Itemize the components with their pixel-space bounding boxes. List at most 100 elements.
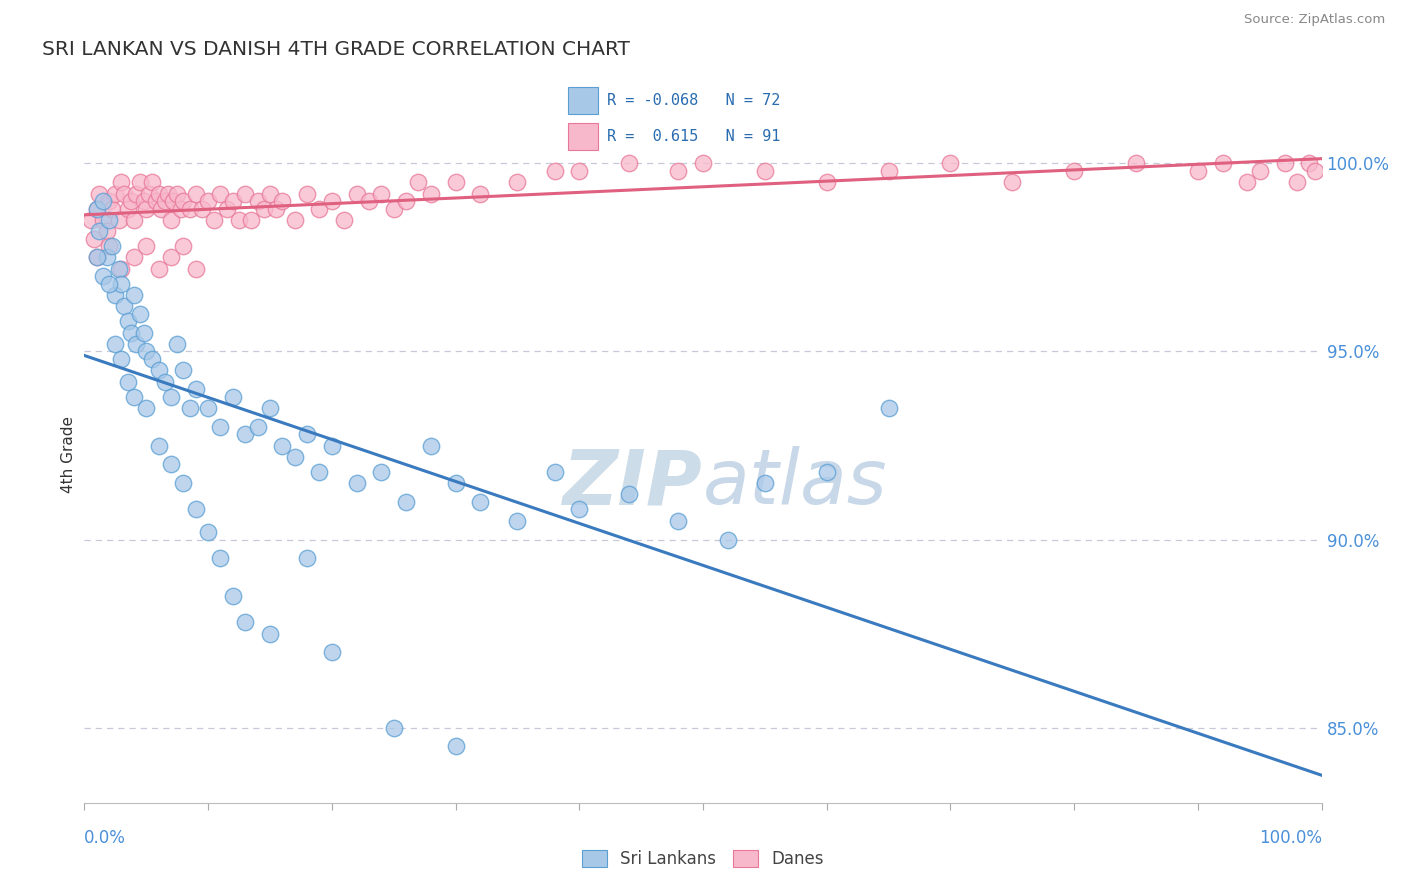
Point [160, 212, 183, 227]
Point [138, 186, 160, 201]
Point [209, 551, 232, 566]
Point [86, 251, 108, 265]
Point [197, 524, 219, 539]
Point [1249, 164, 1271, 178]
Point [1212, 156, 1234, 170]
Point [110, 351, 132, 366]
Point [346, 186, 368, 201]
Point [148, 363, 170, 377]
FancyBboxPatch shape [568, 87, 598, 114]
Point [295, 186, 318, 201]
Point [148, 261, 170, 276]
Point [877, 164, 900, 178]
Point [129, 307, 152, 321]
Point [939, 156, 962, 170]
Point [264, 202, 287, 216]
Point [470, 495, 492, 509]
Point [141, 175, 163, 189]
Point [666, 164, 689, 178]
Point [122, 251, 145, 265]
Point [89, 186, 111, 201]
Point [150, 202, 173, 216]
Point [160, 458, 183, 472]
Point [506, 514, 529, 528]
Point [815, 175, 838, 189]
Point [132, 326, 155, 340]
Point [166, 337, 188, 351]
Point [666, 514, 689, 528]
Point [110, 175, 132, 189]
FancyBboxPatch shape [568, 123, 598, 150]
Point [506, 175, 529, 189]
Point [543, 164, 565, 178]
Point [96, 251, 118, 265]
Point [617, 487, 640, 501]
Point [170, 202, 193, 216]
Point [246, 419, 269, 434]
Point [125, 186, 148, 201]
Point [815, 465, 838, 479]
Point [333, 212, 356, 227]
Point [1236, 175, 1258, 189]
Point [295, 427, 318, 442]
Point [240, 212, 263, 227]
Point [1187, 164, 1209, 178]
Text: atlas: atlas [703, 446, 887, 520]
Point [191, 202, 214, 216]
Point [179, 401, 201, 415]
Point [120, 326, 142, 340]
Point [98, 277, 121, 291]
Point [135, 344, 157, 359]
Point [284, 450, 307, 464]
Point [172, 363, 194, 377]
Point [197, 401, 219, 415]
Point [1285, 175, 1308, 189]
Point [1063, 164, 1085, 178]
Y-axis label: 4th Grade: 4th Grade [60, 417, 76, 493]
Point [754, 476, 776, 491]
Point [382, 202, 405, 216]
Point [153, 375, 176, 389]
Point [157, 186, 180, 201]
Point [129, 175, 152, 189]
Point [122, 212, 145, 227]
Point [228, 212, 250, 227]
Point [444, 739, 467, 754]
Point [543, 465, 565, 479]
Point [395, 194, 418, 208]
Point [120, 194, 142, 208]
Point [1298, 156, 1320, 170]
Point [370, 465, 392, 479]
Point [86, 202, 108, 216]
Point [184, 186, 207, 201]
Point [321, 438, 343, 452]
Point [108, 212, 131, 227]
Point [153, 194, 176, 208]
Point [202, 212, 225, 227]
Point [1305, 164, 1327, 178]
Text: Source: ZipAtlas.com: Source: ZipAtlas.com [1244, 13, 1385, 27]
Point [568, 164, 591, 178]
Point [284, 212, 307, 227]
Point [209, 419, 232, 434]
Text: R = -0.068   N = 72: R = -0.068 N = 72 [607, 94, 780, 108]
Point [86, 251, 108, 265]
Point [233, 427, 256, 442]
Point [145, 194, 167, 208]
Point [179, 202, 201, 216]
Point [419, 186, 441, 201]
Point [148, 438, 170, 452]
Point [209, 186, 232, 201]
Point [110, 277, 132, 291]
Text: R =  0.615   N = 91: R = 0.615 N = 91 [607, 128, 780, 144]
Point [172, 194, 194, 208]
Point [100, 202, 122, 216]
Point [91, 194, 114, 208]
Point [259, 401, 281, 415]
Point [104, 337, 127, 351]
Point [110, 261, 132, 276]
Point [117, 375, 139, 389]
Point [162, 194, 184, 208]
Point [321, 194, 343, 208]
Point [346, 476, 368, 491]
